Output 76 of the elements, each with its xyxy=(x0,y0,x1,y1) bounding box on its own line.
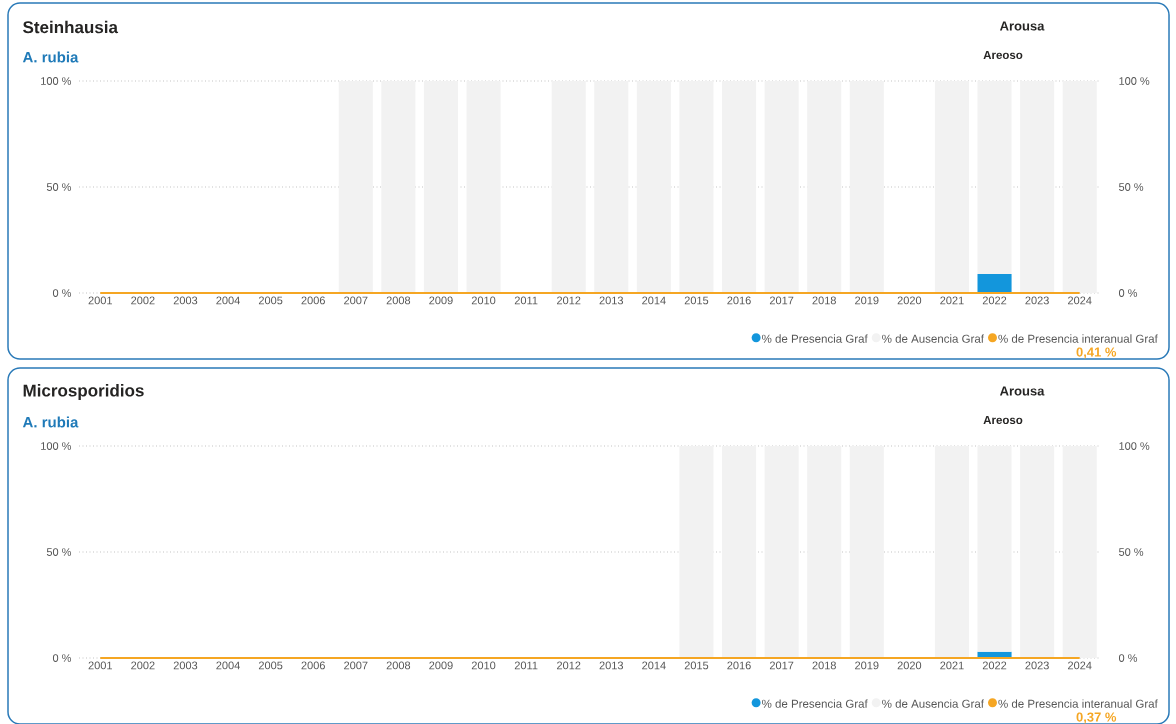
chart-subtitle: A. rubia xyxy=(22,416,79,428)
x-tick-label: 2023 xyxy=(1025,661,1049,670)
x-tick-label: 2002 xyxy=(131,661,155,670)
x-tick-label: 2018 xyxy=(812,661,836,670)
x-tick-label: 2006 xyxy=(301,661,325,670)
x-tick-label: 2023 xyxy=(1025,296,1049,305)
x-tick-label: 2013 xyxy=(599,661,624,670)
x-tick-label: 2008 xyxy=(386,296,411,305)
legend-label: % de Presencia Graf xyxy=(762,334,868,343)
x-tick-label: 2022 xyxy=(982,296,1007,305)
text: Areoso xyxy=(983,51,1023,60)
x-tick-label: 2012 xyxy=(557,661,581,670)
y2-tick-label: 0 % xyxy=(1118,654,1138,662)
y-tick-label: 0 % xyxy=(52,289,72,297)
x-tick-label: 2007 xyxy=(344,661,368,670)
y-tick-label: 0 % xyxy=(52,654,72,662)
x-tick-label: 2019 xyxy=(855,661,879,670)
text: Areoso xyxy=(983,416,1023,425)
legend-label: % de Presencia Graf xyxy=(762,699,868,708)
x-tick-label: 2009 xyxy=(429,661,453,670)
y-tick-label: 50 % xyxy=(46,548,72,556)
x-tick-label: 2003 xyxy=(173,296,198,305)
x-tick-label: 2008 xyxy=(386,661,411,670)
x-tick-label: 2016 xyxy=(727,296,751,305)
text: 0,41 % xyxy=(1076,347,1117,359)
x-tick-label: 2002 xyxy=(131,296,155,305)
y2-tick-label: 100 % xyxy=(1119,442,1150,450)
text: 0,37 % xyxy=(1076,712,1117,724)
legend-label: % de Presencia interanual Graf xyxy=(998,334,1158,343)
x-tick-label: 2021 xyxy=(940,661,964,670)
x-tick-label: 2015 xyxy=(684,661,709,670)
x-tick-label: 2021 xyxy=(940,296,964,305)
x-tick-label: 2005 xyxy=(258,296,283,305)
x-tick-label: 2020 xyxy=(897,661,922,670)
x-tick-label: 2024 xyxy=(1068,296,1092,305)
x-tick-label: 2018 xyxy=(812,296,836,305)
x-tick-label: 2003 xyxy=(173,661,198,670)
x-tick-label: 2013 xyxy=(599,296,624,305)
x-tick-label: 2020 xyxy=(897,296,922,305)
x-tick-label: 2022 xyxy=(982,661,1007,670)
chart-subtitle: A. rubia xyxy=(22,51,79,63)
x-tick-label: 2001 xyxy=(88,296,112,305)
x-tick-label: 2024 xyxy=(1068,661,1092,670)
x-tick-label: 2009 xyxy=(429,296,453,305)
x-tick-label: 2012 xyxy=(557,296,581,305)
text: Arousa xyxy=(999,21,1045,31)
legend-label: % de Presencia interanual Graf xyxy=(998,699,1158,708)
x-tick-label: 2005 xyxy=(258,661,283,670)
x-tick-label: 2014 xyxy=(642,661,666,670)
legend-label: % de Ausencia Graf xyxy=(882,699,984,708)
x-tick-label: 2007 xyxy=(344,296,368,305)
chart-title: Steinhausia xyxy=(23,20,119,34)
x-tick-label: 2006 xyxy=(301,296,325,305)
chart-title: Microsporidios xyxy=(23,384,144,400)
x-tick-label: 2017 xyxy=(769,661,794,670)
x-tick-label: 2019 xyxy=(855,296,879,305)
x-tick-label: 2011 xyxy=(514,661,538,670)
x-tick-label: 2014 xyxy=(642,296,666,305)
y-tick-label: 50 % xyxy=(46,183,72,191)
x-tick-label: 2011 xyxy=(514,296,538,305)
legend-label: % de Ausencia Graf xyxy=(882,334,984,343)
x-tick-label: 2010 xyxy=(471,661,496,670)
x-tick-label: 2017 xyxy=(769,296,794,305)
x-tick-label: 2016 xyxy=(727,661,751,670)
y2-tick-label: 50 % xyxy=(1118,548,1144,556)
x-tick-label: 2010 xyxy=(471,296,496,305)
x-tick-label: 2004 xyxy=(216,661,240,670)
x-tick-label: 2015 xyxy=(684,296,709,305)
text: Arousa xyxy=(999,386,1045,396)
y2-tick-label: 0 % xyxy=(1118,289,1138,297)
y2-tick-label: 50 % xyxy=(1118,183,1144,191)
y-tick-label: 100 % xyxy=(41,77,72,85)
x-tick-label: 2004 xyxy=(216,296,240,305)
y-tick-label: 100 % xyxy=(41,442,72,450)
x-tick-label: 2001 xyxy=(88,661,112,670)
y2-tick-label: 100 % xyxy=(1119,77,1150,85)
